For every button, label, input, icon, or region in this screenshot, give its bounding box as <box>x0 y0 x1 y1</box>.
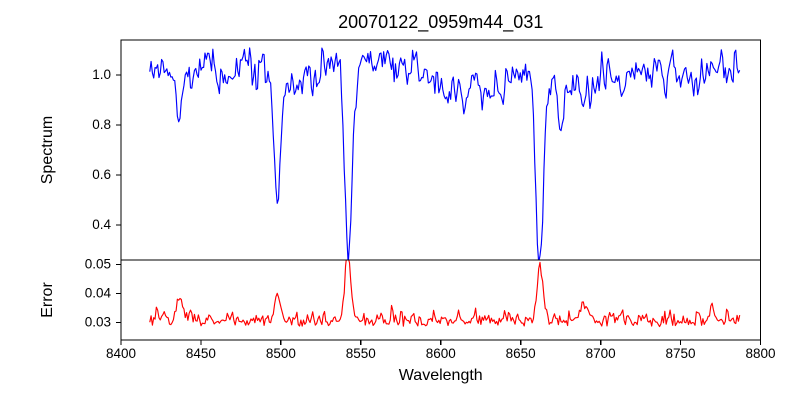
svg-text:8450: 8450 <box>186 346 216 361</box>
svg-text:1.0: 1.0 <box>92 67 111 82</box>
svg-text:8400: 8400 <box>106 346 136 361</box>
svg-text:0.03: 0.03 <box>85 315 111 330</box>
svg-text:0.6: 0.6 <box>92 167 111 182</box>
svg-text:0.8: 0.8 <box>92 117 111 132</box>
svg-text:0.05: 0.05 <box>85 257 111 272</box>
svg-text:8600: 8600 <box>426 346 456 361</box>
svg-text:0.4: 0.4 <box>92 217 111 232</box>
svg-text:8550: 8550 <box>346 346 376 361</box>
svg-text:8700: 8700 <box>586 346 616 361</box>
svg-text:8750: 8750 <box>666 346 696 361</box>
svg-text:8650: 8650 <box>506 346 536 361</box>
svg-text:20070122_0959m44_031: 20070122_0959m44_031 <box>338 12 543 33</box>
svg-text:Wavelength: Wavelength <box>399 367 483 384</box>
svg-text:8500: 8500 <box>266 346 296 361</box>
svg-text:0.04: 0.04 <box>85 286 112 301</box>
svg-text:8800: 8800 <box>745 346 775 361</box>
